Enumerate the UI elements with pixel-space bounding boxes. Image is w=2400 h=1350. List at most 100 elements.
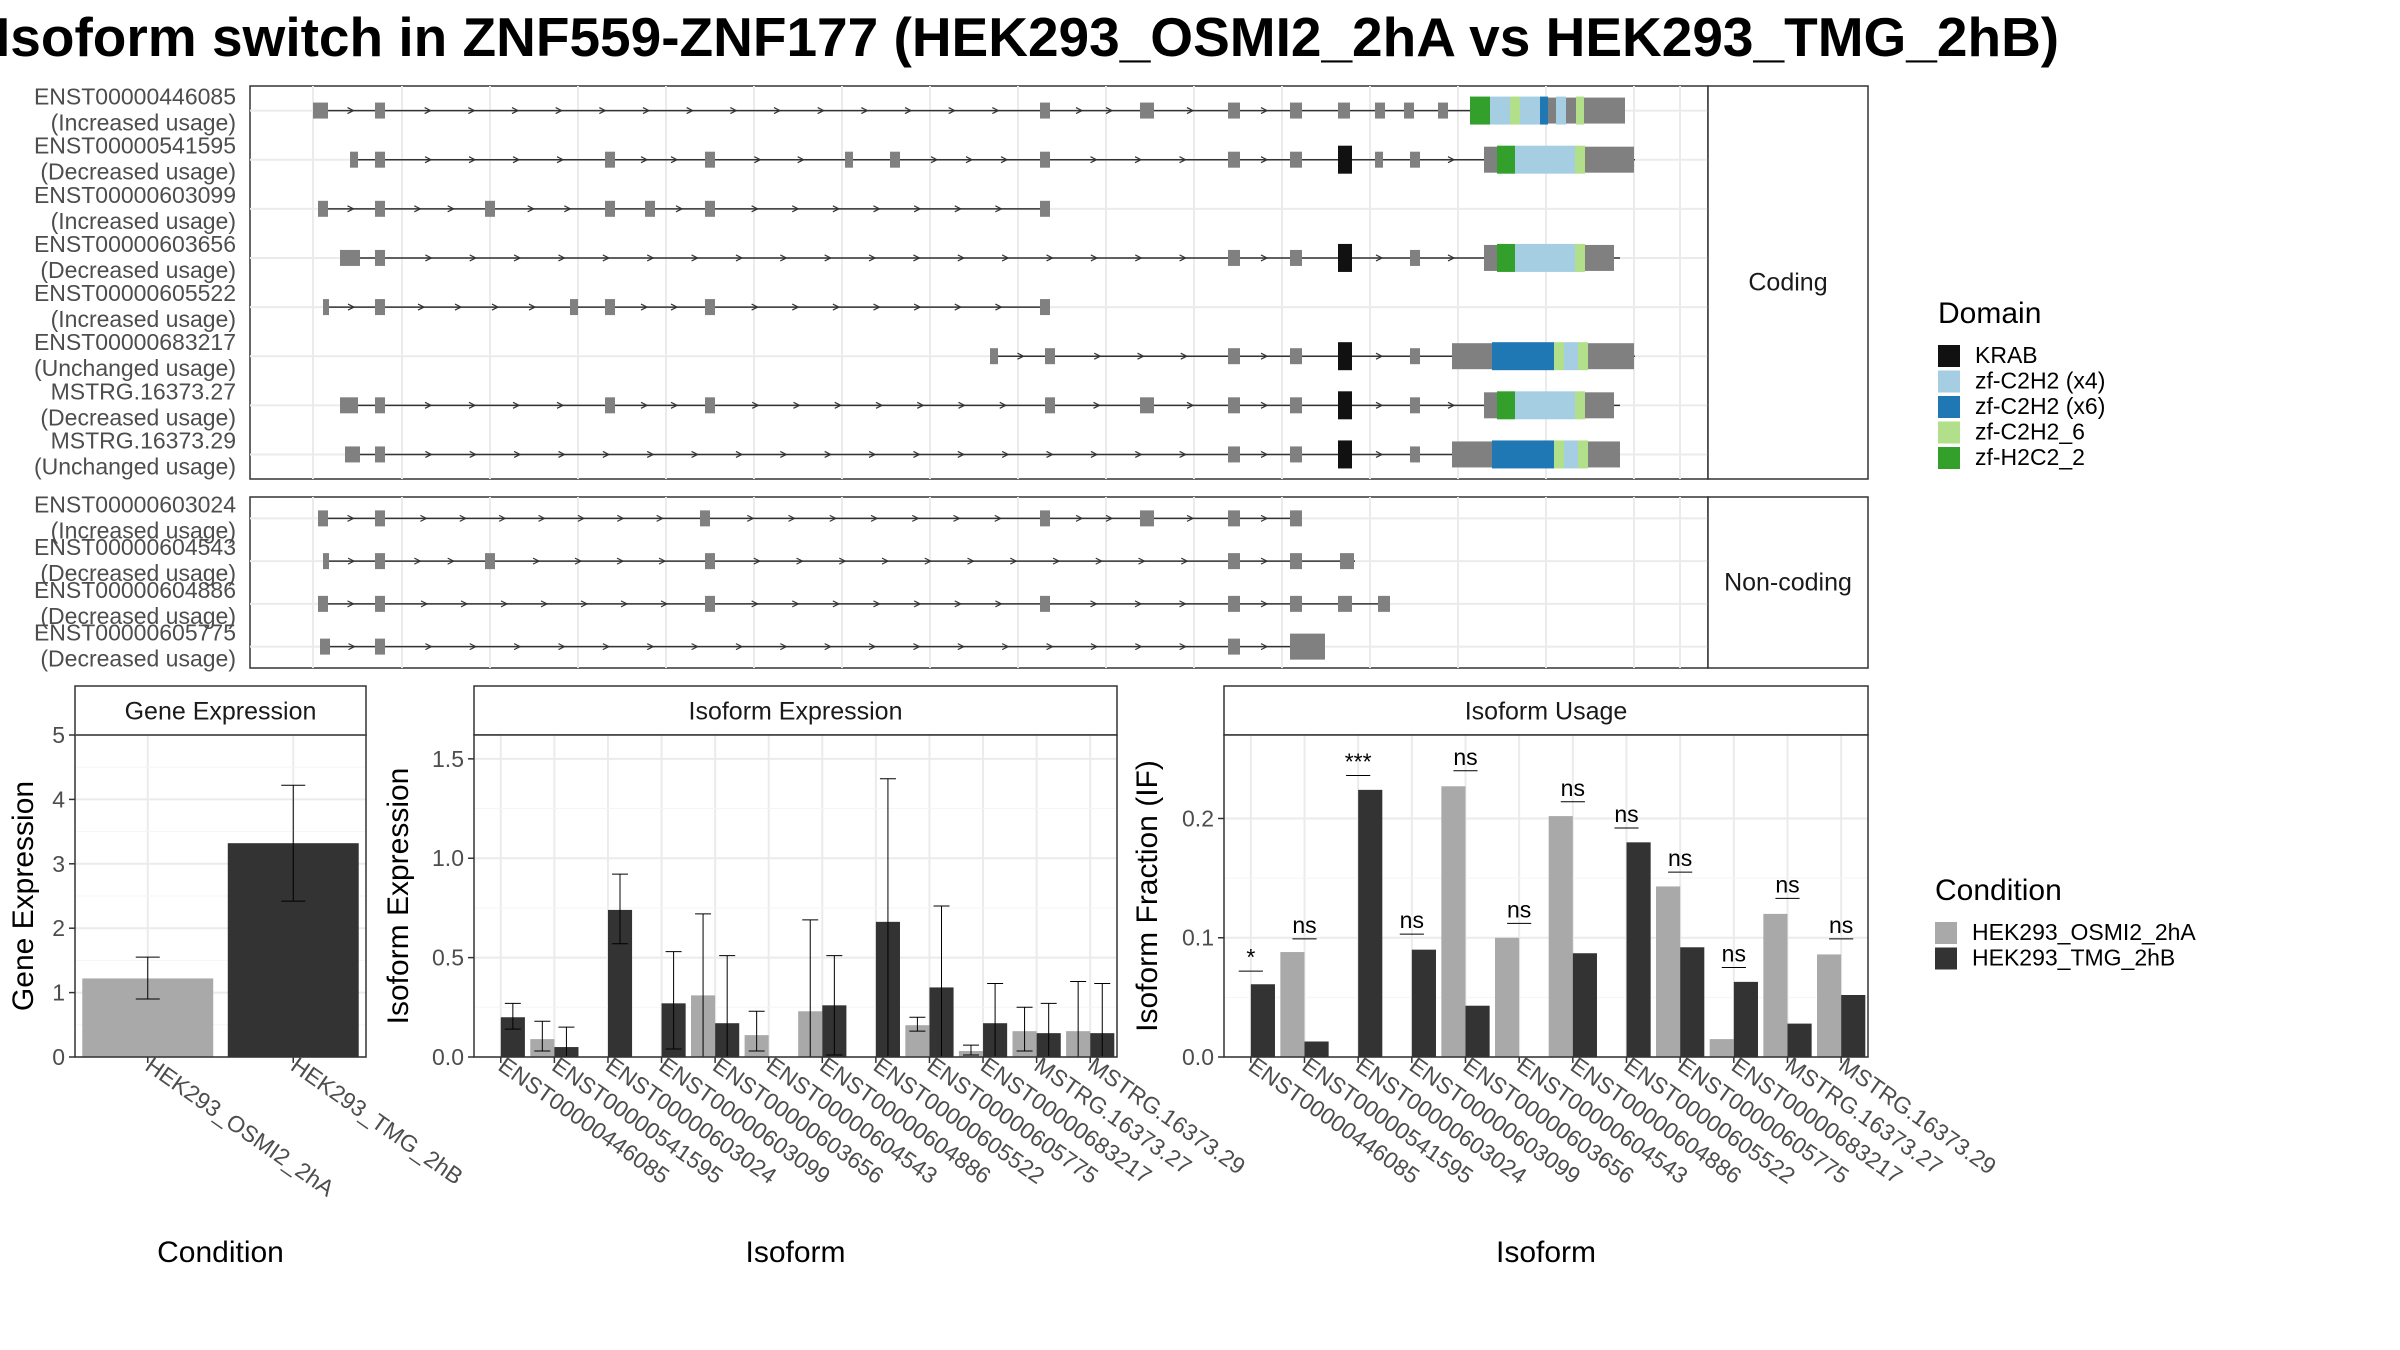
strand-arrow <box>1052 557 1061 565</box>
exon-block <box>1140 510 1154 527</box>
exon-block <box>375 510 385 527</box>
strand-arrow <box>965 156 974 164</box>
strand-arrow <box>616 514 625 522</box>
strand-arrow <box>1375 352 1384 360</box>
panel-border <box>249 85 1709 480</box>
strand-arrow <box>953 514 961 522</box>
strand-arrow <box>1017 352 1025 360</box>
exon-block <box>375 151 385 168</box>
data-bar <box>1304 1041 1329 1057</box>
data-bar <box>1358 789 1383 1057</box>
domain-block <box>1575 391 1585 420</box>
strand-arrow <box>660 600 669 608</box>
exon-block <box>1410 446 1420 463</box>
domain-block <box>1576 96 1584 125</box>
strand-arrow <box>829 514 838 522</box>
data-bar <box>1411 949 1436 1057</box>
strand-arrow <box>995 205 1003 213</box>
track-name: ENST00000604543 <box>34 534 236 560</box>
exon-block <box>1228 553 1240 570</box>
track-name: MSTRG.16373.27 <box>51 378 236 404</box>
exon-block <box>485 200 495 217</box>
strand-arrow <box>995 303 1003 311</box>
strand-arrow <box>1134 156 1143 164</box>
strand-arrow <box>414 205 422 213</box>
y-tick-label: 0.0 <box>1182 1044 1214 1070</box>
track-name: ENST00000605522 <box>34 280 236 306</box>
strand-arrow <box>347 557 356 565</box>
strand-arrow <box>868 450 877 458</box>
exon-block <box>1290 510 1302 527</box>
significance-label: ns <box>1453 744 1477 770</box>
strand-arrow <box>1179 156 1187 164</box>
exon-block <box>705 595 715 612</box>
significance-label: ns <box>1668 845 1692 871</box>
exon-block <box>1228 595 1240 612</box>
strand-arrow <box>916 401 925 409</box>
legend-label: zf-H2C2_2 <box>1975 444 2085 470</box>
strand-arrow <box>838 557 847 565</box>
exon-block <box>1404 102 1414 119</box>
y-tick-label: 1 <box>52 980 65 1006</box>
y-tick-label: 0.1 <box>1182 925 1214 951</box>
exon-block <box>705 553 715 570</box>
strand-arrow <box>469 643 478 651</box>
exon-block <box>990 348 998 365</box>
strand-arrow <box>670 303 679 311</box>
exon-block <box>323 553 329 570</box>
strand-arrow <box>913 450 921 458</box>
exon-block <box>1228 151 1240 168</box>
plot-border <box>473 734 1118 1058</box>
strand-arrow <box>751 205 759 213</box>
strand-arrow <box>746 514 755 522</box>
strand-arrow <box>1046 254 1054 262</box>
chart-title: Gene Expression <box>125 698 317 726</box>
plot-border <box>74 734 367 1058</box>
data-bar <box>1817 954 1842 1057</box>
strand-arrow <box>414 557 422 565</box>
significance-label: ns <box>1829 912 1853 938</box>
exon-block <box>323 299 329 316</box>
strand-arrow <box>642 107 651 115</box>
exon-block <box>1378 595 1390 612</box>
data-bar <box>1572 953 1597 1057</box>
strand-arrow <box>675 205 684 213</box>
chart-title: Isoform Expression <box>689 698 903 726</box>
exon-block <box>1228 638 1240 655</box>
strand-arrow <box>954 303 963 311</box>
legend-swatch <box>1938 345 1960 367</box>
exon-block <box>1228 397 1240 414</box>
domain-block <box>1338 440 1352 469</box>
strand-arrow <box>954 205 963 213</box>
domain-block <box>1575 145 1585 174</box>
strand-arrow <box>564 205 572 213</box>
exon-block <box>1290 446 1302 463</box>
strand-arrow <box>1137 352 1145 360</box>
strand-arrow <box>913 205 922 213</box>
track-usage: (Increased usage) <box>51 517 236 543</box>
exon-block <box>1228 348 1240 365</box>
strand-arrow <box>691 643 699 651</box>
exon-block <box>375 200 385 217</box>
track-name: MSTRG.16373.29 <box>51 427 236 453</box>
strand-arrow <box>1186 401 1195 409</box>
strand-arrow <box>793 401 801 409</box>
exon-block <box>1290 397 1302 414</box>
strand-arrow <box>1179 450 1187 458</box>
strand-arrow <box>832 600 841 608</box>
exon-block <box>1040 299 1050 316</box>
strand-arrow <box>424 156 433 164</box>
legend-swatch <box>1935 922 1957 944</box>
strand-arrow <box>347 514 355 522</box>
strand-arrow <box>420 600 429 608</box>
strand-arrow <box>555 107 564 115</box>
domain-block <box>1492 440 1554 469</box>
track-usage: (Decreased usage) <box>40 560 236 586</box>
data-bar <box>1656 886 1681 1057</box>
legend-label: zf-C2H2_6 <box>1975 419 2085 445</box>
data-bar <box>1733 981 1758 1057</box>
strand-arrow <box>620 600 629 608</box>
exon-block <box>375 299 385 316</box>
strand-arrow <box>347 303 356 311</box>
strand-arrow <box>424 107 433 115</box>
